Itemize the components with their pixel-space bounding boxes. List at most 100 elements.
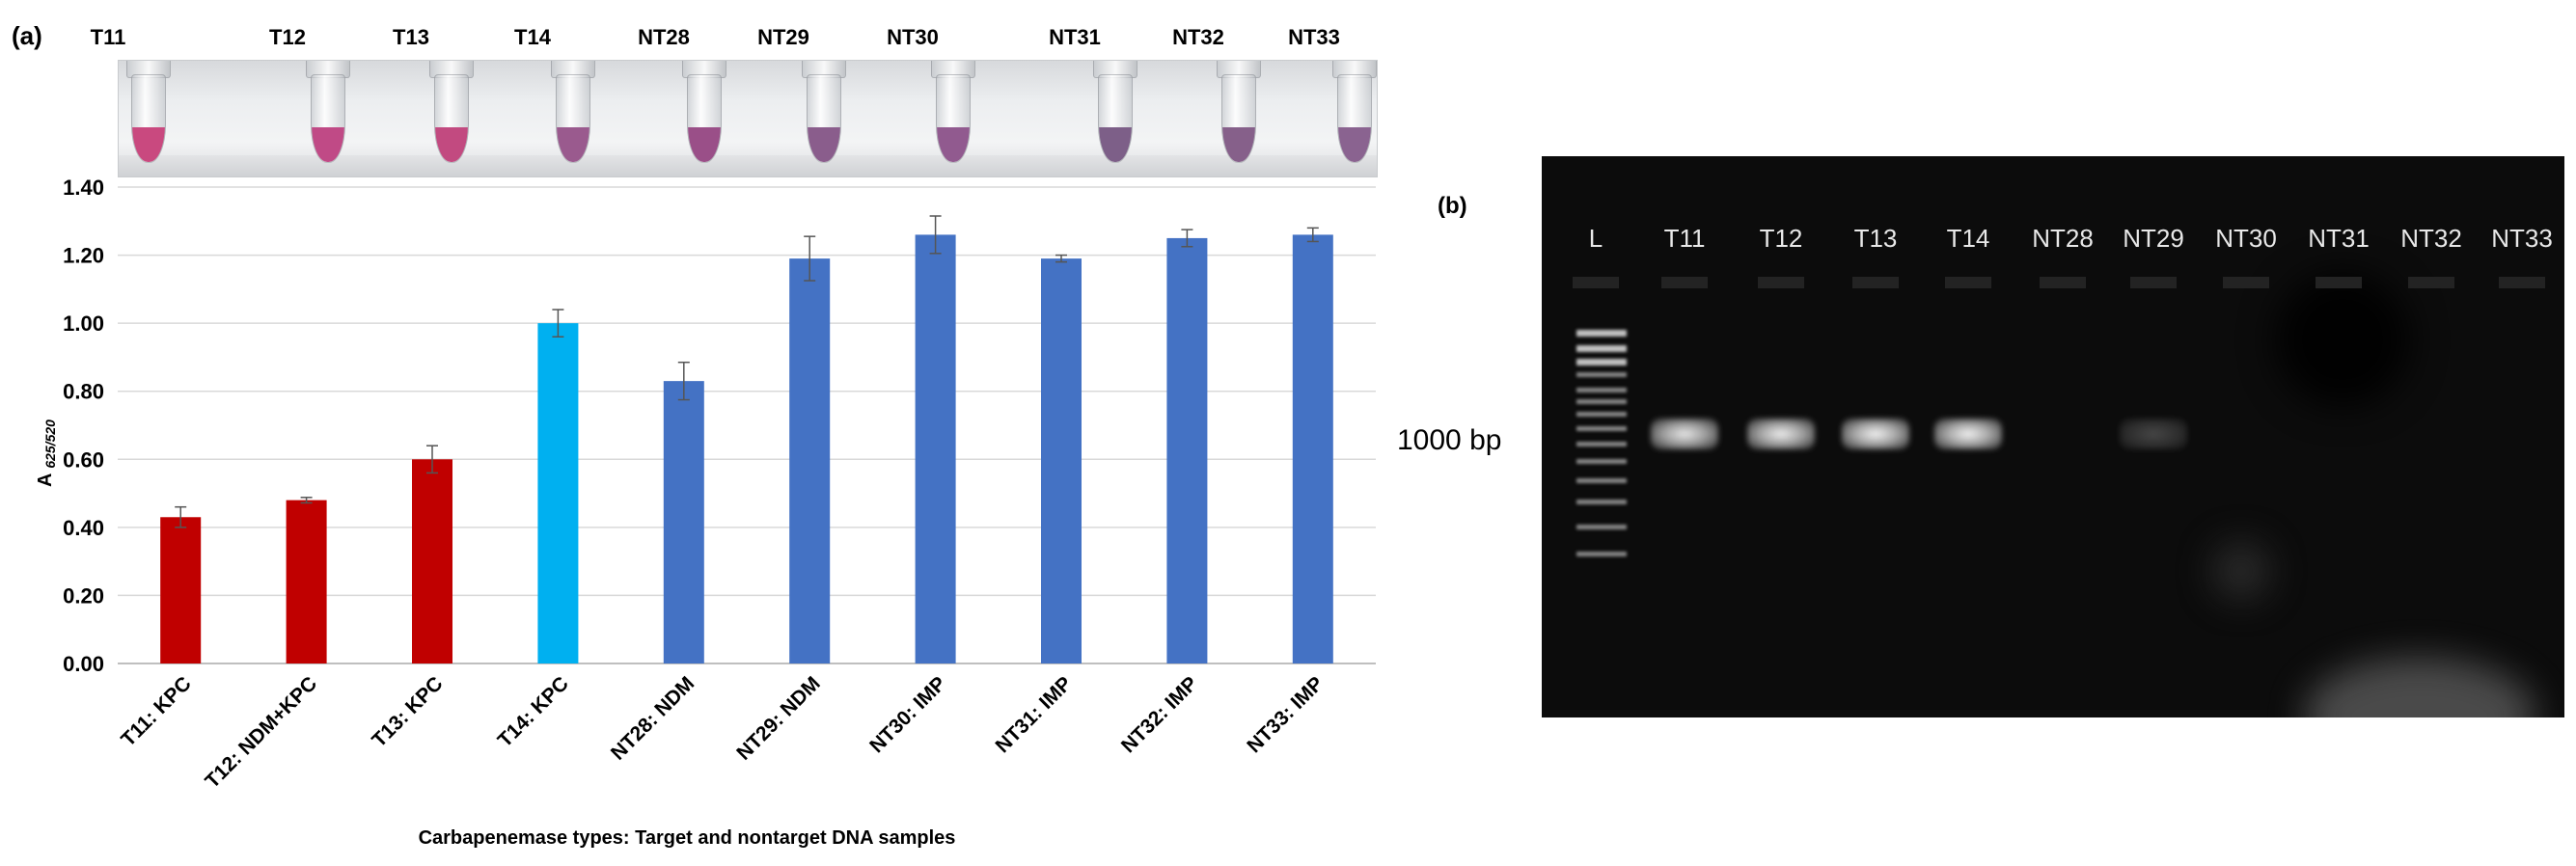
x-tick-label: NT31: IMP: [991, 672, 1076, 757]
tube-liquid: [808, 127, 840, 162]
sample-tube: [1332, 61, 1377, 163]
bar: [915, 234, 956, 663]
bar-chart: 0.00 0.20 0.40 0.60 0.80 1.00 1.20 1.40 T11: KPC…: [63, 176, 1376, 793]
tube-label: T11: [90, 25, 126, 49]
gel-smear: [2212, 542, 2270, 600]
tube-liquid: [132, 127, 165, 162]
bar: [1041, 258, 1082, 663]
sample-tube: [1093, 61, 1137, 163]
sample-tube: [682, 61, 726, 163]
gel-well: [2499, 277, 2545, 288]
gel-well: [2040, 277, 2086, 288]
tube-body: [807, 74, 841, 163]
dna-band: [1747, 419, 1815, 449]
sample-tube: [126, 61, 171, 163]
tube-liquid: [1222, 127, 1255, 162]
tube-body: [936, 74, 971, 163]
bar: [1166, 237, 1208, 663]
ladder-band: [1576, 525, 1627, 529]
gel-glow: [2304, 658, 2535, 717]
y-tick-label: 0.80: [63, 380, 104, 404]
ladder-band: [1576, 330, 1627, 337]
lane-label: NT29: [2123, 224, 2184, 253]
ladder-band: [1576, 500, 1627, 504]
y-tick-label: 0.60: [63, 447, 104, 472]
tube-body: [1221, 74, 1256, 163]
dna-band: [2120, 419, 2187, 449]
tube-body: [1337, 74, 1372, 163]
panel-a-label: (a): [12, 21, 42, 50]
ladder-band: [1576, 478, 1627, 483]
tube-body: [434, 74, 469, 163]
bar: [412, 459, 452, 663]
tube-label: T12: [269, 25, 306, 49]
marker-1000bp-label: 1000 bp: [1397, 424, 1502, 456]
lane-label: T13: [1853, 224, 1898, 253]
tube-label: NT28: [638, 25, 690, 49]
gel-well: [1852, 277, 1899, 288]
sample-tube: [931, 61, 975, 163]
dna-band: [1934, 419, 2002, 449]
ladder-band: [1576, 442, 1627, 447]
y-tick-label: 1.40: [63, 176, 104, 200]
lane-label: L: [1588, 224, 1603, 253]
bar: [1292, 234, 1333, 663]
ladder-band: [1576, 345, 1627, 352]
sample-tube: [802, 61, 846, 163]
gel-well: [2408, 277, 2454, 288]
tube-liquid: [1338, 127, 1371, 162]
bar: [286, 500, 327, 663]
x-tick-label: T11: KPC: [117, 672, 195, 750]
sample-tube: [1217, 61, 1261, 163]
x-tick-label: NT32: IMP: [1117, 672, 1202, 757]
tube-liquid: [1099, 127, 1132, 162]
x-tick-label: NT30: IMP: [865, 672, 950, 757]
dna-band: [1842, 419, 1909, 449]
gel-well: [2223, 277, 2269, 288]
tube-label: NT32: [1172, 25, 1224, 49]
x-tick-label: T12: NDM+KPC: [201, 672, 321, 793]
ladder-band: [1576, 399, 1627, 404]
gel-image: L T11 T12 T13 T14 NT28 NT29 NT30 NT31 NT32 NT33: [1542, 156, 2564, 717]
tube-liquid: [557, 127, 589, 162]
tube-body: [131, 74, 166, 163]
gel-smear: [2275, 272, 2410, 407]
y-tick-label: 0.00: [63, 652, 104, 676]
y-tick-label: 1.00: [63, 311, 104, 336]
panel-b-label: (b): [1438, 193, 1467, 219]
lane-label: T12: [1759, 224, 1803, 253]
x-tick-label: NT28: NDM: [607, 672, 699, 764]
y-tick-label: 0.40: [63, 516, 104, 540]
lane-label: NT31: [2308, 224, 2370, 253]
bar: [663, 381, 704, 663]
x-tick-label: T14: KPC: [494, 672, 573, 751]
gel-well: [1945, 277, 1991, 288]
lane-label: NT28: [2032, 224, 2094, 253]
y-axis-title-text: A: [35, 474, 56, 487]
tube-body: [311, 74, 345, 163]
x-axis-title: Carbapenemase types: Target and nontarge…: [418, 827, 956, 849]
tube-liquid: [312, 127, 344, 162]
tube-liquid: [937, 127, 970, 162]
ladder-band: [1576, 426, 1627, 431]
tube-label: NT33: [1288, 25, 1340, 49]
tube-photo-strip: [118, 60, 1378, 177]
tube-liquid: [435, 127, 468, 162]
x-tick-label: NT33: IMP: [1243, 672, 1328, 757]
sample-tube: [551, 61, 595, 163]
tube-label: T13: [393, 25, 429, 49]
y-tick-label: 1.20: [63, 244, 104, 268]
gel-well: [2316, 277, 2362, 288]
x-tick-label: T13: KPC: [368, 672, 447, 751]
y-tick-label: 0.20: [63, 583, 104, 608]
ladder-band: [1576, 372, 1627, 377]
tube-body: [556, 74, 590, 163]
gel-well: [1758, 277, 1804, 288]
bar: [537, 323, 579, 663]
ladder-band: [1576, 552, 1627, 556]
lane-label: NT32: [2400, 224, 2462, 253]
ladder-band: [1576, 359, 1627, 365]
bar: [160, 517, 202, 663]
y-axis-title-subscript: 625/520: [42, 419, 58, 469]
sample-tube: [429, 61, 474, 163]
